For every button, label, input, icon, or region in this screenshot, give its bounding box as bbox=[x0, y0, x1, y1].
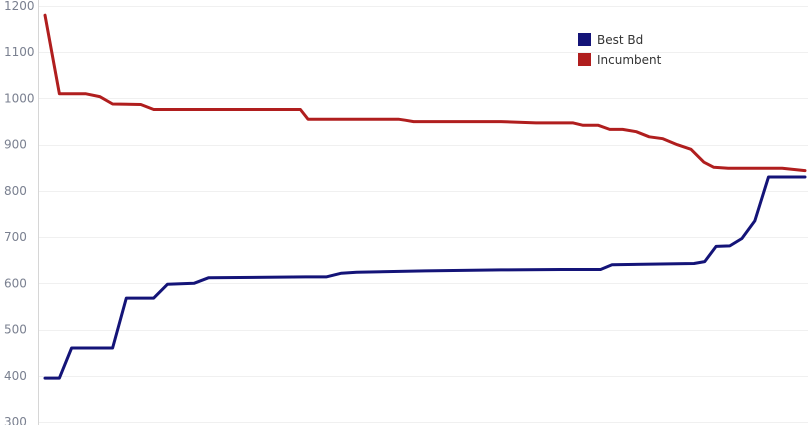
legend-swatch-best-bd bbox=[578, 33, 591, 46]
series-line-best-bd bbox=[43, 175, 807, 380]
legend-swatch-incumbent bbox=[578, 53, 591, 66]
series-lines bbox=[43, 13, 807, 380]
legend-label-incumbent: Incumbent bbox=[597, 53, 662, 67]
y-axis-ticks: 1200 1100 1000 900 800 700 600 500 400 300 bbox=[4, 0, 35, 425]
legend-label-best-bd: Best Bd bbox=[597, 33, 643, 47]
y-tick-label: 800 bbox=[4, 184, 27, 198]
y-tick-label: 500 bbox=[4, 323, 27, 337]
series-line-incumbent bbox=[43, 13, 807, 173]
y-tick-label: 1200 bbox=[4, 0, 35, 13]
legend: Best Bd Incumbent bbox=[578, 33, 662, 67]
y-tick-label: 600 bbox=[4, 276, 27, 290]
y-tick-label: 700 bbox=[4, 230, 27, 244]
y-tick-label: 900 bbox=[4, 138, 27, 152]
y-tick-label: 300 bbox=[4, 415, 27, 425]
y-tick-label: 400 bbox=[4, 369, 27, 383]
y-tick-label: 1000 bbox=[4, 91, 35, 105]
y-tick-label: 1100 bbox=[4, 45, 35, 59]
